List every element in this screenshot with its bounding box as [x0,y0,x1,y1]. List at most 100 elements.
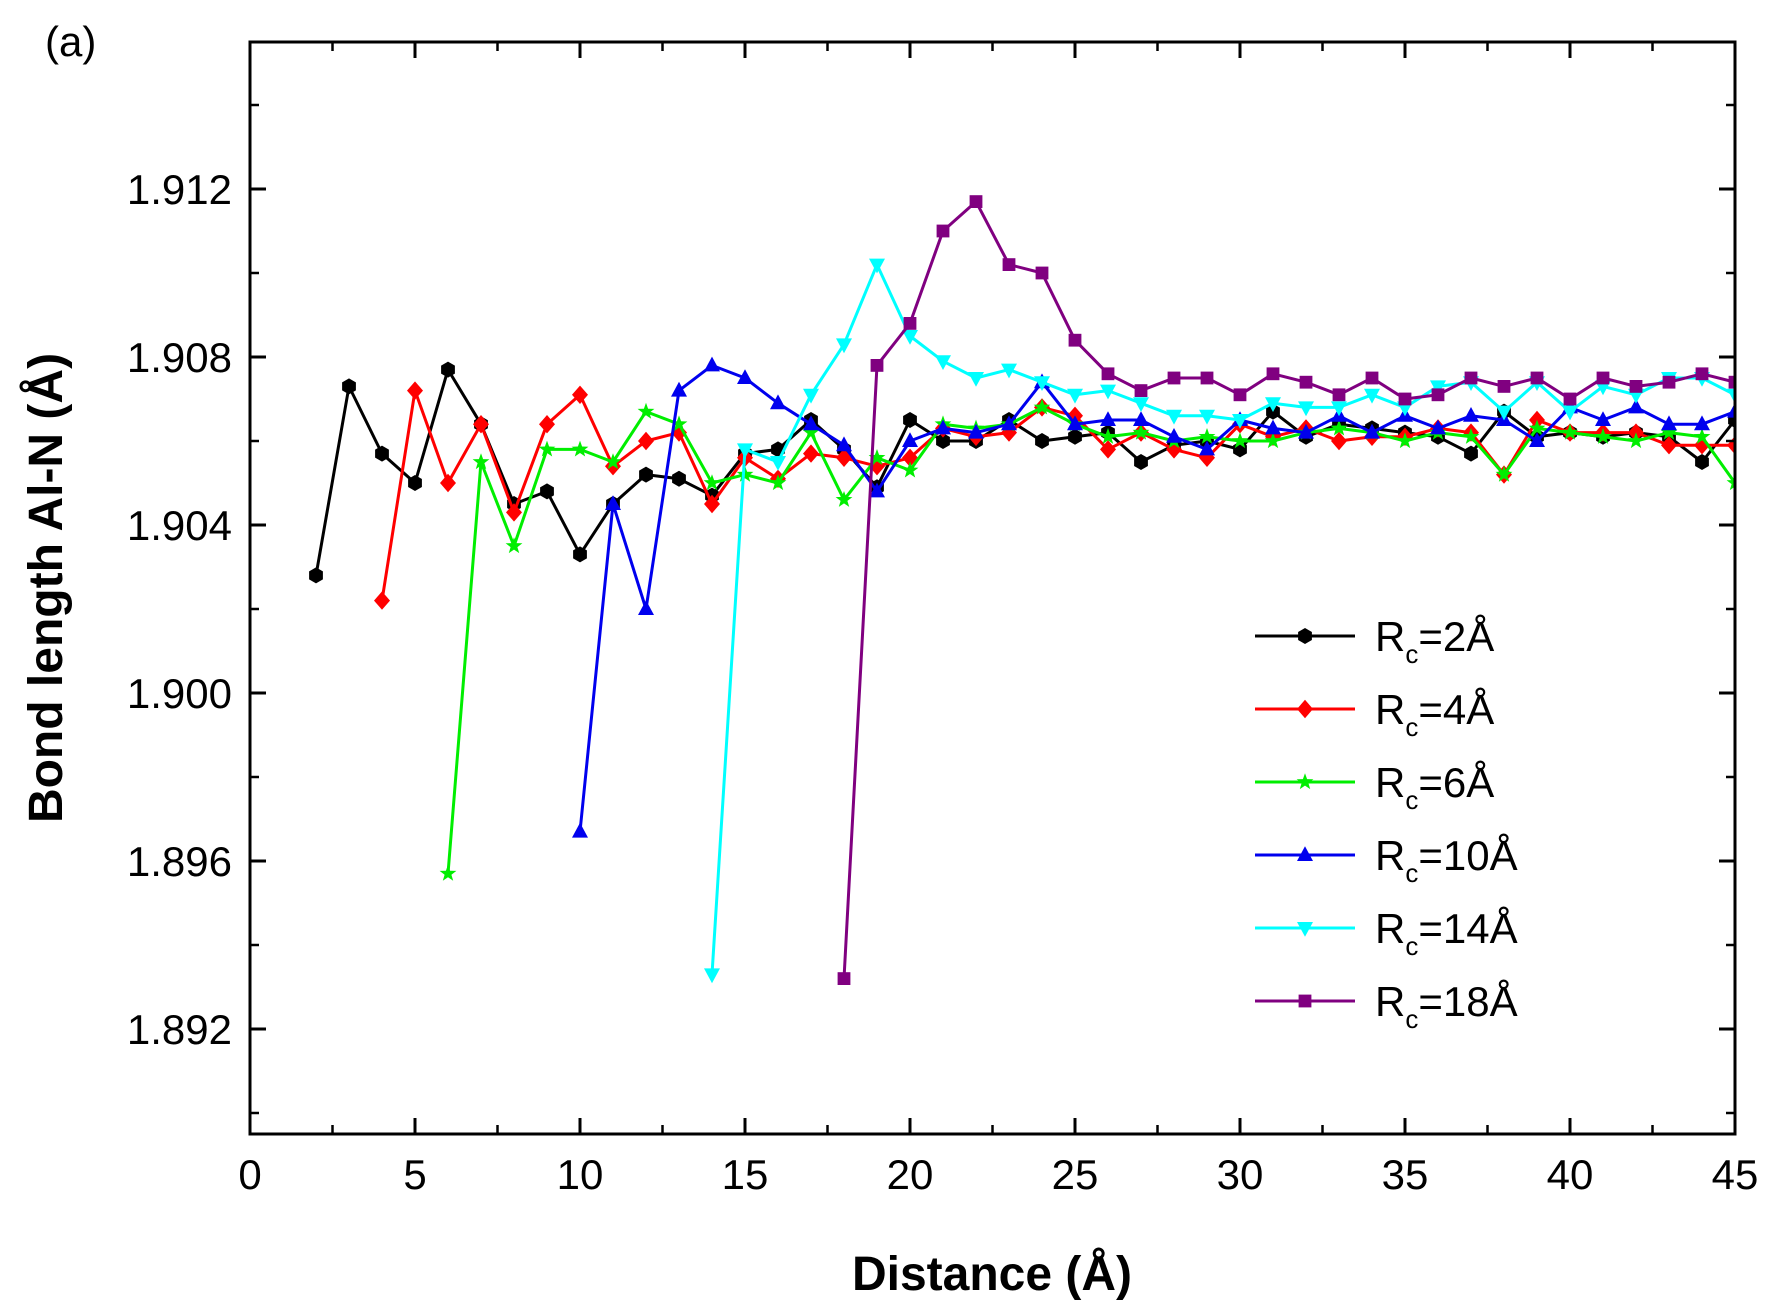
legend: Rc=2Å Rc=4Å Rc=6Å Rc=10Å Rc=14Å Rc=18Å [1255,613,1518,1034]
legend-marker [1296,773,1314,790]
data-point [1232,414,1248,429]
data-point [803,415,819,431]
data-point [935,355,951,370]
data-point [342,378,356,395]
data-point [571,440,589,457]
data-point [671,381,687,397]
data-point [802,423,820,440]
data-point [1562,405,1578,421]
data-point [836,338,852,354]
y-tick-label: 1.904 [127,502,232,549]
data-point [1695,454,1709,470]
data-point [1430,380,1446,396]
data-point [637,402,655,419]
y-axis-title: Bond length Al-N (Å) [19,353,73,823]
data-point [1001,415,1017,431]
data-point [1298,401,1314,417]
data-point [737,443,753,459]
data-point [1364,423,1380,439]
data-point [704,356,720,372]
data-point [572,385,588,404]
data-point [1133,397,1149,412]
data-point [1661,415,1677,431]
data-point [837,972,851,985]
data-point [374,591,390,610]
data-point [1001,363,1017,379]
series-line [710,263,1735,975]
data-point [1594,428,1612,444]
data-point [1100,411,1116,426]
data-point [704,968,720,984]
data-point [1299,375,1313,389]
data-point [1727,388,1735,404]
data-point [1266,367,1280,381]
legend-marker [1297,922,1313,937]
data-point [1660,423,1678,440]
data-point [506,503,522,522]
data-point [736,465,754,482]
data-point [1431,388,1445,402]
series-6A [439,398,1735,881]
data-point [672,470,686,487]
data-point [1462,428,1480,444]
data-point [704,494,720,514]
data-point [968,372,984,387]
data-point [1693,428,1711,444]
data-point [1200,371,1214,385]
data-point [1495,465,1513,482]
data-point [1231,432,1249,449]
data-point [1530,371,1544,385]
data-point [869,258,885,274]
data-point [1067,388,1083,404]
data-point [473,415,489,434]
data-point [1167,371,1181,385]
data-point [1726,474,1735,491]
data-point [1100,384,1116,400]
data-point [803,388,819,404]
series-line [446,405,1735,874]
data-point [835,491,853,507]
data-point [1332,388,1346,402]
data-point [1463,407,1479,422]
plot-frame [248,40,1737,1136]
data-point [870,359,884,372]
data-point [1629,380,1643,393]
data-point [1033,398,1051,415]
data-point [1331,401,1347,417]
x-tick-label: 15 [722,1151,769,1198]
legend-label: Rc=2Å [1375,613,1494,669]
data-point [1561,423,1579,440]
data-point [969,195,983,208]
x-tick-label: 0 [238,1151,261,1198]
data-point [1068,333,1082,347]
data-point [903,412,917,428]
legend-marker [1298,994,1312,1008]
data-point [407,381,423,400]
series-14A [704,258,1735,984]
data-point [1331,431,1347,451]
data-point [639,466,653,483]
x-tick-label: 5 [403,1151,426,1198]
data-point [901,461,919,478]
legend-label: Rc=4Å [1375,686,1494,742]
x-tick-label: 45 [1712,1151,1759,1198]
series-line [578,363,1735,832]
data-point [1627,432,1645,449]
legend-label: Rc=10Å [1375,832,1518,888]
series-2A [309,361,1735,584]
data-point [1099,428,1117,444]
data-point [1199,409,1215,425]
data-point [1595,411,1611,426]
data-point [1496,405,1512,421]
data-point [605,495,621,510]
data-point [1067,415,1083,431]
y-tick-label: 1.908 [127,334,232,381]
data-point [836,436,852,452]
data-point [1035,266,1049,280]
x-tick-label: 25 [1052,1151,1099,1198]
data-point [1497,380,1511,393]
x-axis-title: Distance (Å) [852,1247,1132,1301]
data-point [1728,375,1735,389]
data-point [1132,423,1150,440]
